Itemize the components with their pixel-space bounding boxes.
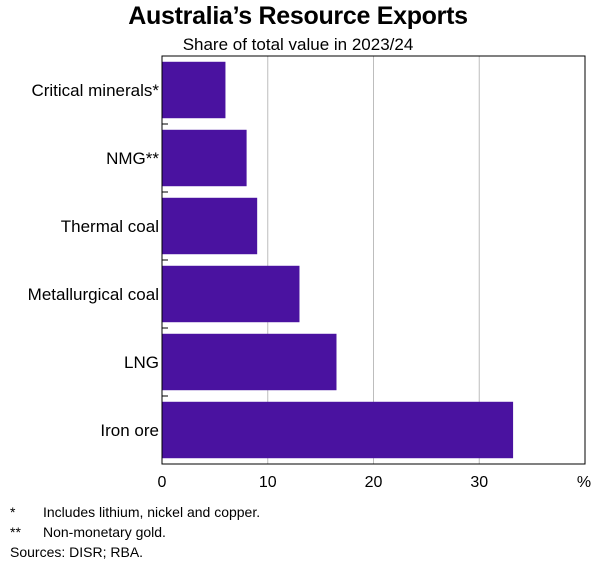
sources-text: Sources: DISR; RBA. [10,544,144,560]
x-tick-label: 20 [365,474,383,491]
footnote-mark: ** [10,524,21,540]
bar [162,197,258,255]
bar [162,61,226,119]
bar [162,129,247,187]
bars [162,61,514,459]
category-label: Thermal coal [61,217,159,236]
category-label: Metallurgical coal [28,285,159,304]
category-label: LNG [124,353,159,372]
footnote-text: Non-monetary gold. [43,524,166,540]
category-label: NMG** [106,149,159,168]
bar-chart: Critical minerals* NMG** Thermal coal Metal… [28,55,591,491]
chart-title: Australia’s Resource Exports [128,2,468,30]
x-axis-unit: % [577,474,591,491]
bar [162,401,514,459]
x-axis-tick-labels: 0 10 20 30 [158,474,489,491]
category-labels: Critical minerals* NMG** Thermal coal Metal… [28,81,160,440]
bar [162,265,300,323]
x-tick-label: 0 [158,474,167,491]
x-tick-label: 30 [470,474,488,491]
footnote-text: Includes lithium, nickel and copper. [43,504,261,520]
bar [162,333,337,391]
category-label: Iron ore [100,421,159,440]
y-axis-ticks [162,123,168,397]
chart-subtitle: Share of total value in 2023/24 [182,35,414,54]
x-tick-label: 10 [259,474,277,491]
grid-lines [267,56,480,464]
footnote-mark: * [10,504,16,520]
category-label: Critical minerals* [31,81,159,100]
